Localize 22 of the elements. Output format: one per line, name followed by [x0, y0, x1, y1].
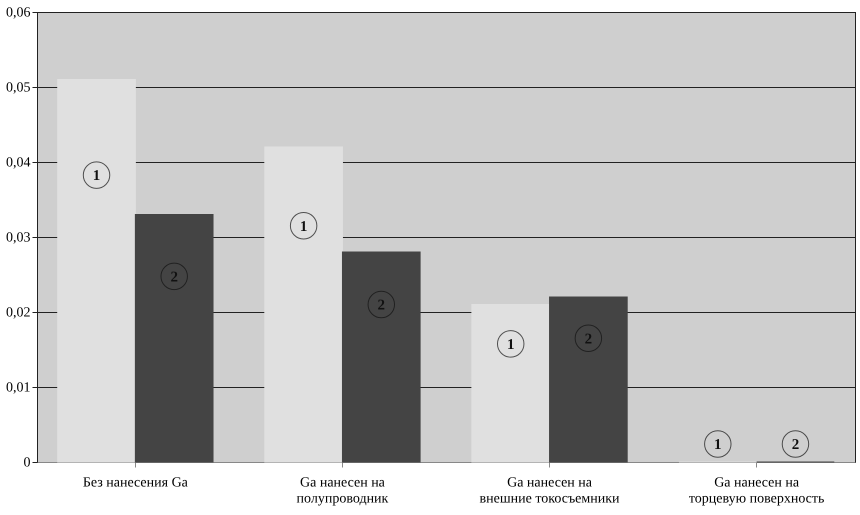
text: 1 [506, 336, 514, 353]
bar [134, 214, 214, 462]
bar [342, 252, 421, 462]
y-tick-label: 0 [24, 456, 30, 470]
text: 1 [92, 168, 100, 184]
bar [57, 79, 136, 462]
x-tick-label: Ga нанесен на торцевую поверхность [688, 476, 824, 506]
bar [264, 146, 343, 462]
x-tick-label: Без нанесения Ga [82, 476, 189, 490]
y-tick-label: 0,05 [6, 80, 30, 96]
series-label: 2 [792, 437, 800, 453]
y-tick-label: 0,02 [6, 306, 30, 320]
y-tick-label: 0,03 [6, 230, 30, 246]
y-tick-label: 0,01 [6, 380, 30, 396]
y-tick-label: 0,04 [6, 156, 30, 170]
series-label: 1 [714, 437, 722, 453]
y-tick-label: 0,06 [6, 6, 30, 20]
bar [549, 296, 628, 462]
bar [471, 304, 550, 462]
text: 1 [300, 218, 308, 235]
x-tick-label: Ga нанесен на полупроводник [296, 476, 389, 506]
x-tick-label: Ga нанесен на внешние токосъемники [480, 476, 620, 506]
